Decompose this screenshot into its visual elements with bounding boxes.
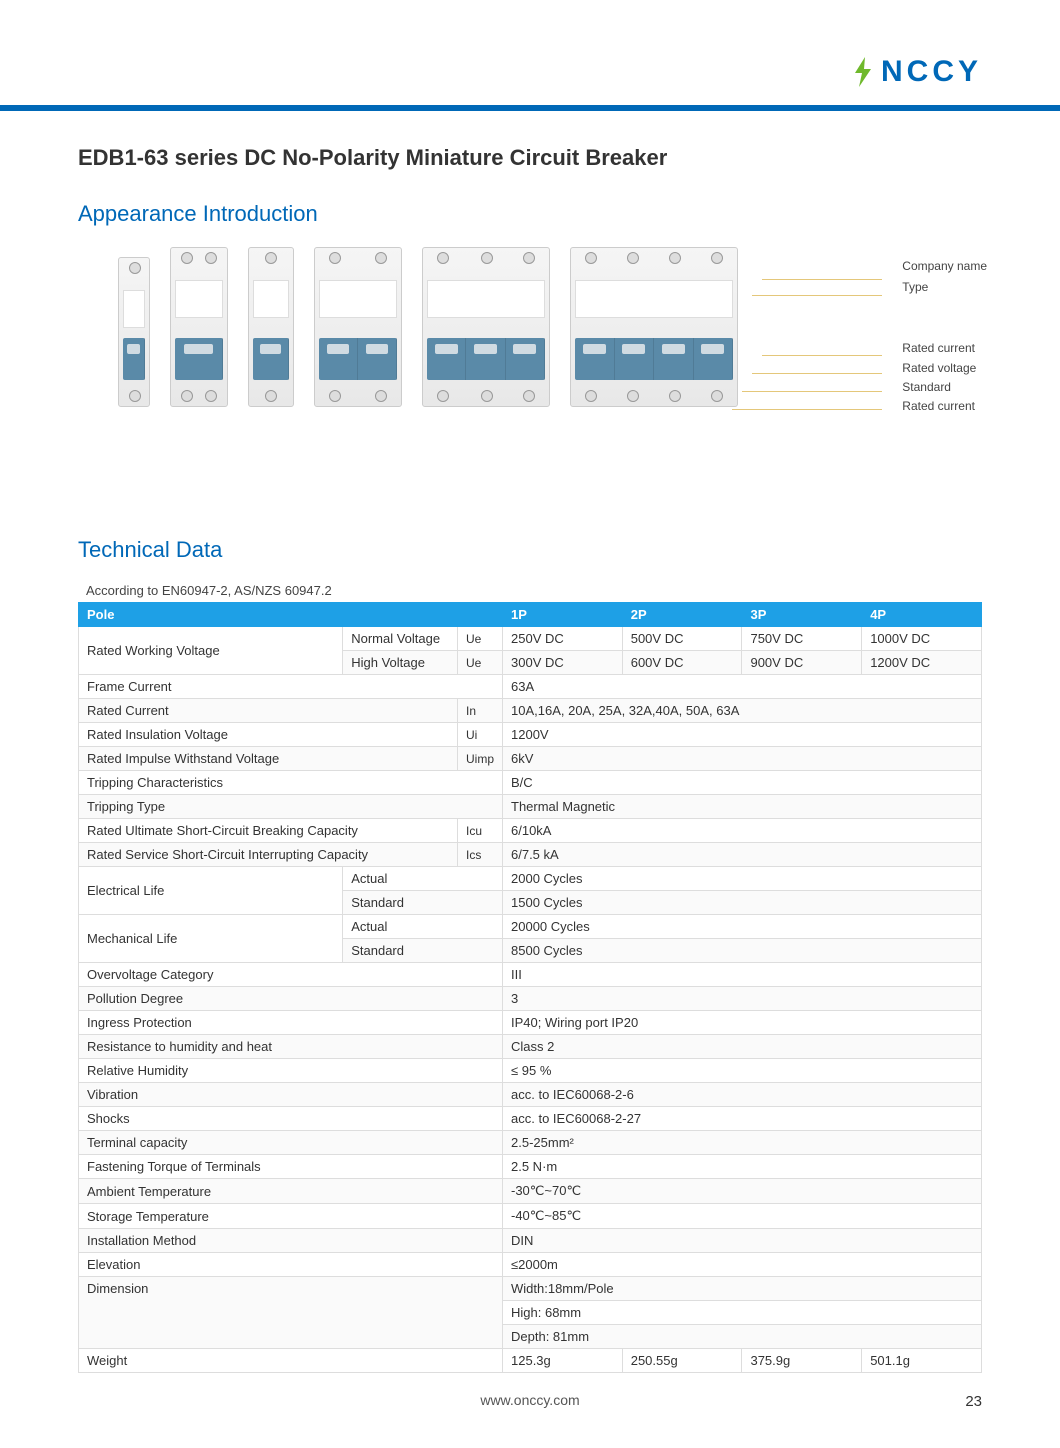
table-row: Rated Current In 10A,16A, 20A, 25A, 32A,… [79,699,982,723]
table-row: Pollution Degree3 [79,987,982,1011]
table-row: Rated Ultimate Short-Circuit Breaking Ca… [79,819,982,843]
table-row: Resistance to humidity and heatClass 2 [79,1035,982,1059]
product-image-2p [314,247,402,407]
table-row: Rated Service Short-Circuit Interrupting… [79,843,982,867]
brand-text: NCCY [881,55,982,89]
section-tech-heading: Technical Data [78,537,982,563]
table-row: Weight 125.3g 250.55g 375.9g 501.1g [79,1349,982,1373]
table-row: Fastening Torque of Terminals2.5 N·m [79,1155,982,1179]
table-row: Ingress ProtectionIP40; Wiring port IP20 [79,1011,982,1035]
appearance-figure: Company name Type Rated current Rated vo… [78,247,982,497]
spec-header-row: Pole 1P 2P 3P 4P [79,603,982,627]
table-row: Frame Current 63A [79,675,982,699]
page-title: EDB1-63 series DC No-Polarity Miniature … [78,145,982,171]
table-row: Shocksacc. to IEC60068-2-27 [79,1107,982,1131]
table-row: Terminal capacity2.5-25mm² [79,1131,982,1155]
spec-table: Pole 1P 2P 3P 4P Rated Working Voltage N… [78,602,982,1373]
tech-standard-note: According to EN60947-2, AS/NZS 60947.2 [86,583,982,598]
section-appearance-heading: Appearance Introduction [78,201,982,227]
product-image-3p [422,247,550,407]
product-image-4p [570,247,738,407]
product-image-1p-b [248,247,294,407]
header-3p: 3P [742,603,862,627]
callout-rated-voltage: Rated voltage [902,359,987,378]
table-row: Electrical Life Actual 2000 Cycles [79,867,982,891]
header-1p: 1P [503,603,623,627]
header-4p: 4P [862,603,982,627]
callout-standard: Standard [902,378,987,397]
callout-labels: Company name Type Rated current Rated vo… [902,257,987,416]
callout-type: Type [902,278,987,297]
table-row: Rated Insulation Voltage Ui 1200V [79,723,982,747]
table-row: Elevation≤2000m [79,1253,982,1277]
product-image-1p-slim [118,257,150,407]
footer-url: www.onccy.com [0,1392,1060,1408]
logo-bolt-icon [851,57,875,87]
product-image-1p [170,247,228,407]
table-row: Installation MethodDIN [79,1229,982,1253]
header-pole: Pole [79,603,503,627]
callout-rated-current-2: Rated current [902,397,987,416]
page-number: 23 [965,1393,982,1410]
table-row: Tripping Characteristics B/C [79,771,982,795]
callout-company: Company name [902,257,987,276]
table-row: Ambient Temperature-30℃~70℃ [79,1179,982,1204]
header-rule [0,105,1060,111]
header-2p: 2P [622,603,742,627]
page-header: NCCY [0,0,1060,105]
table-row: Overvoltage CategoryIII [79,963,982,987]
table-row: Dimension Width:18mm/Pole [79,1277,982,1301]
table-row: Storage Temperature-40℃~85℃ [79,1204,982,1229]
table-row: Relative Humidity≤ 95 % [79,1059,982,1083]
table-row: Rated Impulse Withstand Voltage Uimp 6kV [79,747,982,771]
brand-logo: NCCY [851,55,982,89]
table-row: Vibrationacc. to IEC60068-2-6 [79,1083,982,1107]
table-row: Tripping Type Thermal Magnetic [79,795,982,819]
table-row: Mechanical Life Actual 20000 Cycles [79,915,982,939]
callout-rated-current: Rated current [902,339,987,358]
table-row: Rated Working Voltage Normal Voltage Ue … [79,627,982,651]
